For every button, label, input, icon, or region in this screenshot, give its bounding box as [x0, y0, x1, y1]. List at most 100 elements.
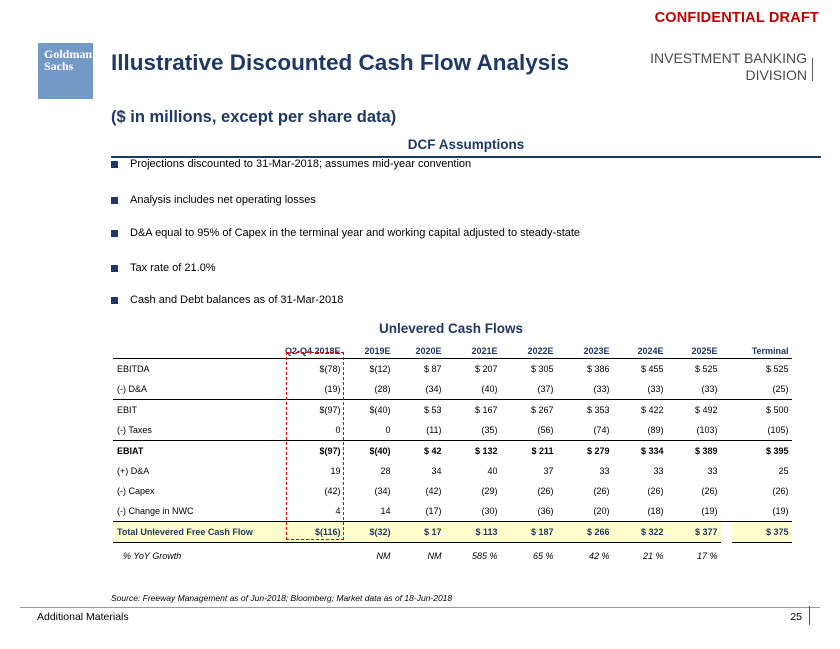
table-row: EBIAT $(97) $(40) $ 42 $ 132 $ 211 $ 279 $ 334 $…	[113, 441, 792, 462]
value-cell: (33)	[612, 379, 667, 400]
value-cell: 21 %	[643, 550, 664, 561]
table-row: (-) D&A (19) (28) (34) (40) (37) (33) (33) (33)(…	[113, 379, 792, 400]
value-cell: $ 375	[731, 521, 792, 543]
assumption-bullet: Tax rate of 21.0%	[111, 262, 216, 274]
table-row: (+) D&A 19 28 34 40 37 33 33 33 25	[113, 461, 792, 481]
value-cell: (35)	[444, 420, 501, 441]
value-cell: (30)	[444, 501, 501, 522]
division-line-1: INVESTMENT BANKING	[650, 50, 807, 66]
assumption-text: Analysis includes net operating losses	[130, 194, 316, 206]
value-cell: $ 279	[587, 446, 610, 456]
value-cell: (28)	[343, 379, 394, 400]
gap-cell	[721, 359, 732, 380]
value-cell	[732, 543, 792, 569]
value-cell: 33	[653, 466, 664, 476]
division-label: INVESTMENT BANKING DIVISION	[650, 50, 807, 84]
value-cell: $ 132	[475, 446, 498, 456]
assumption-bullet: D&A equal to 95% of Capex in the termina…	[111, 227, 580, 239]
table-row: EBITDA $(78) $(12) $ 87 $ 207 $ 305 $ 386 $ 455…	[113, 359, 792, 380]
value-cell: 19	[330, 466, 341, 476]
value-cell: (25)	[731, 379, 792, 400]
value-cell: 0	[285, 420, 344, 441]
gap-cell	[720, 420, 732, 441]
value-cell: $ 207	[475, 364, 498, 374]
value-cell: (37)	[500, 379, 557, 400]
column-header: 2023E	[556, 339, 613, 359]
value-cell: (20)	[556, 501, 613, 522]
page-number-divider	[809, 606, 810, 625]
dcf-title-rule	[111, 156, 821, 158]
square-bullet-icon	[111, 296, 118, 304]
value-cell: 65 %	[533, 550, 554, 561]
value-cell: $(40)	[369, 446, 391, 456]
value-cell: (18)	[612, 501, 667, 522]
row-label: (-) D&A	[113, 379, 285, 400]
value-cell: $(12)	[369, 364, 391, 374]
assumption-bullet: Cash and Debt balances as of 31-Mar-2018	[111, 294, 343, 306]
column-header: Terminal	[731, 339, 792, 359]
cash-flow-table: Q2-Q4 2018E 2019E 2020E 2021E 2022E 2023…	[113, 339, 792, 568]
row-label: (-) Change in NWC	[113, 501, 285, 522]
row-label: (+) D&A	[117, 466, 150, 476]
value-cell: $ 525	[766, 364, 789, 374]
value-cell: (26)	[772, 486, 789, 496]
value-cell	[285, 543, 344, 569]
value-cell: (34)	[393, 379, 445, 400]
gap-cell	[720, 521, 732, 543]
value-cell: $(32)	[343, 521, 394, 543]
assumption-text: Projections discounted to 31-Mar-2018; a…	[130, 158, 472, 170]
value-cell: (74)	[556, 420, 613, 441]
value-cell: (42)	[324, 486, 341, 496]
value-cell: $ 211	[531, 446, 554, 456]
value-cell: (17)	[393, 501, 445, 522]
gap-cell	[721, 481, 732, 501]
square-bullet-icon	[111, 229, 118, 237]
column-header: Q2-Q4 2018E	[285, 339, 344, 359]
table-row: % YoY Growth NM NM 585 % 65 % 42 % 21 % 17 %	[113, 543, 792, 569]
value-cell: 4	[285, 501, 344, 522]
row-label: EBITDA	[117, 364, 150, 374]
value-cell: $ 17	[393, 521, 445, 543]
assumption-text: Tax rate of 21.0%	[130, 262, 216, 274]
value-cell: $ 266	[556, 521, 613, 543]
value-cell: $ 53	[424, 405, 442, 415]
value-cell: 25	[778, 466, 789, 476]
value-cell: $ 113	[444, 521, 501, 543]
value-cell: 585 %	[472, 550, 498, 561]
row-label: % YoY Growth	[123, 550, 182, 561]
value-cell: (26)	[593, 486, 610, 496]
footer-rule	[20, 607, 820, 608]
table-row: (-) Capex (42) (34) (42) (29) (26) (26) (26) (26…	[113, 481, 792, 501]
value-cell: (26)	[537, 486, 554, 496]
value-cell: 34	[431, 466, 442, 476]
table-header-row: Q2-Q4 2018E 2019E 2020E 2021E 2022E 2023…	[113, 339, 792, 359]
row-label: EBIT	[117, 405, 138, 415]
gap-cell	[721, 461, 732, 481]
value-cell: $(97)	[319, 405, 341, 415]
row-label: (-) Capex	[117, 486, 155, 496]
gap-cell	[721, 400, 732, 421]
value-cell: $(97)	[319, 446, 341, 456]
value-cell: $ 305	[531, 364, 554, 374]
row-label: EBIAT	[117, 446, 144, 456]
gap-cell	[720, 379, 732, 400]
header-gap-cell	[720, 339, 732, 359]
square-bullet-icon	[111, 160, 118, 168]
table-row: Total Unlevered Free Cash Flow $(116) $(32…	[113, 521, 792, 543]
gap-cell	[721, 543, 732, 569]
value-cell: $ 422	[641, 405, 664, 415]
value-cell: (40)	[444, 379, 501, 400]
value-cell: NM	[376, 550, 391, 561]
row-label: (-) Taxes	[113, 420, 285, 441]
value-cell: $(78)	[319, 364, 341, 374]
value-cell: $ 455	[641, 364, 664, 374]
square-bullet-icon	[111, 196, 118, 204]
division-line-2: DIVISION	[745, 67, 807, 83]
value-cell: (33)	[556, 379, 613, 400]
value-cell: 40	[487, 466, 498, 476]
value-cell: $ 322	[612, 521, 667, 543]
value-cell: $ 389	[695, 446, 718, 456]
goldman-sachs-logo: Goldman Sachs	[38, 43, 93, 99]
table-row: (-) Change in NWC 4 14 (17) (30) (36) (20) (18)…	[113, 501, 792, 522]
value-cell: (19)	[666, 501, 721, 522]
